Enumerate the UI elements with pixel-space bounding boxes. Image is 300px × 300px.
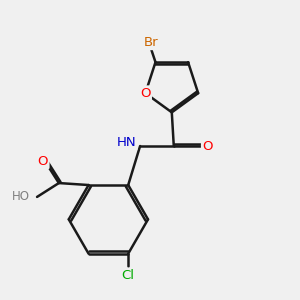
Text: O: O	[202, 140, 213, 152]
Text: Br: Br	[144, 36, 159, 49]
Text: Cl: Cl	[122, 269, 135, 282]
Text: O: O	[38, 155, 48, 168]
Text: O: O	[140, 87, 151, 100]
Text: HO: HO	[12, 190, 30, 203]
Text: HN: HN	[116, 136, 136, 149]
